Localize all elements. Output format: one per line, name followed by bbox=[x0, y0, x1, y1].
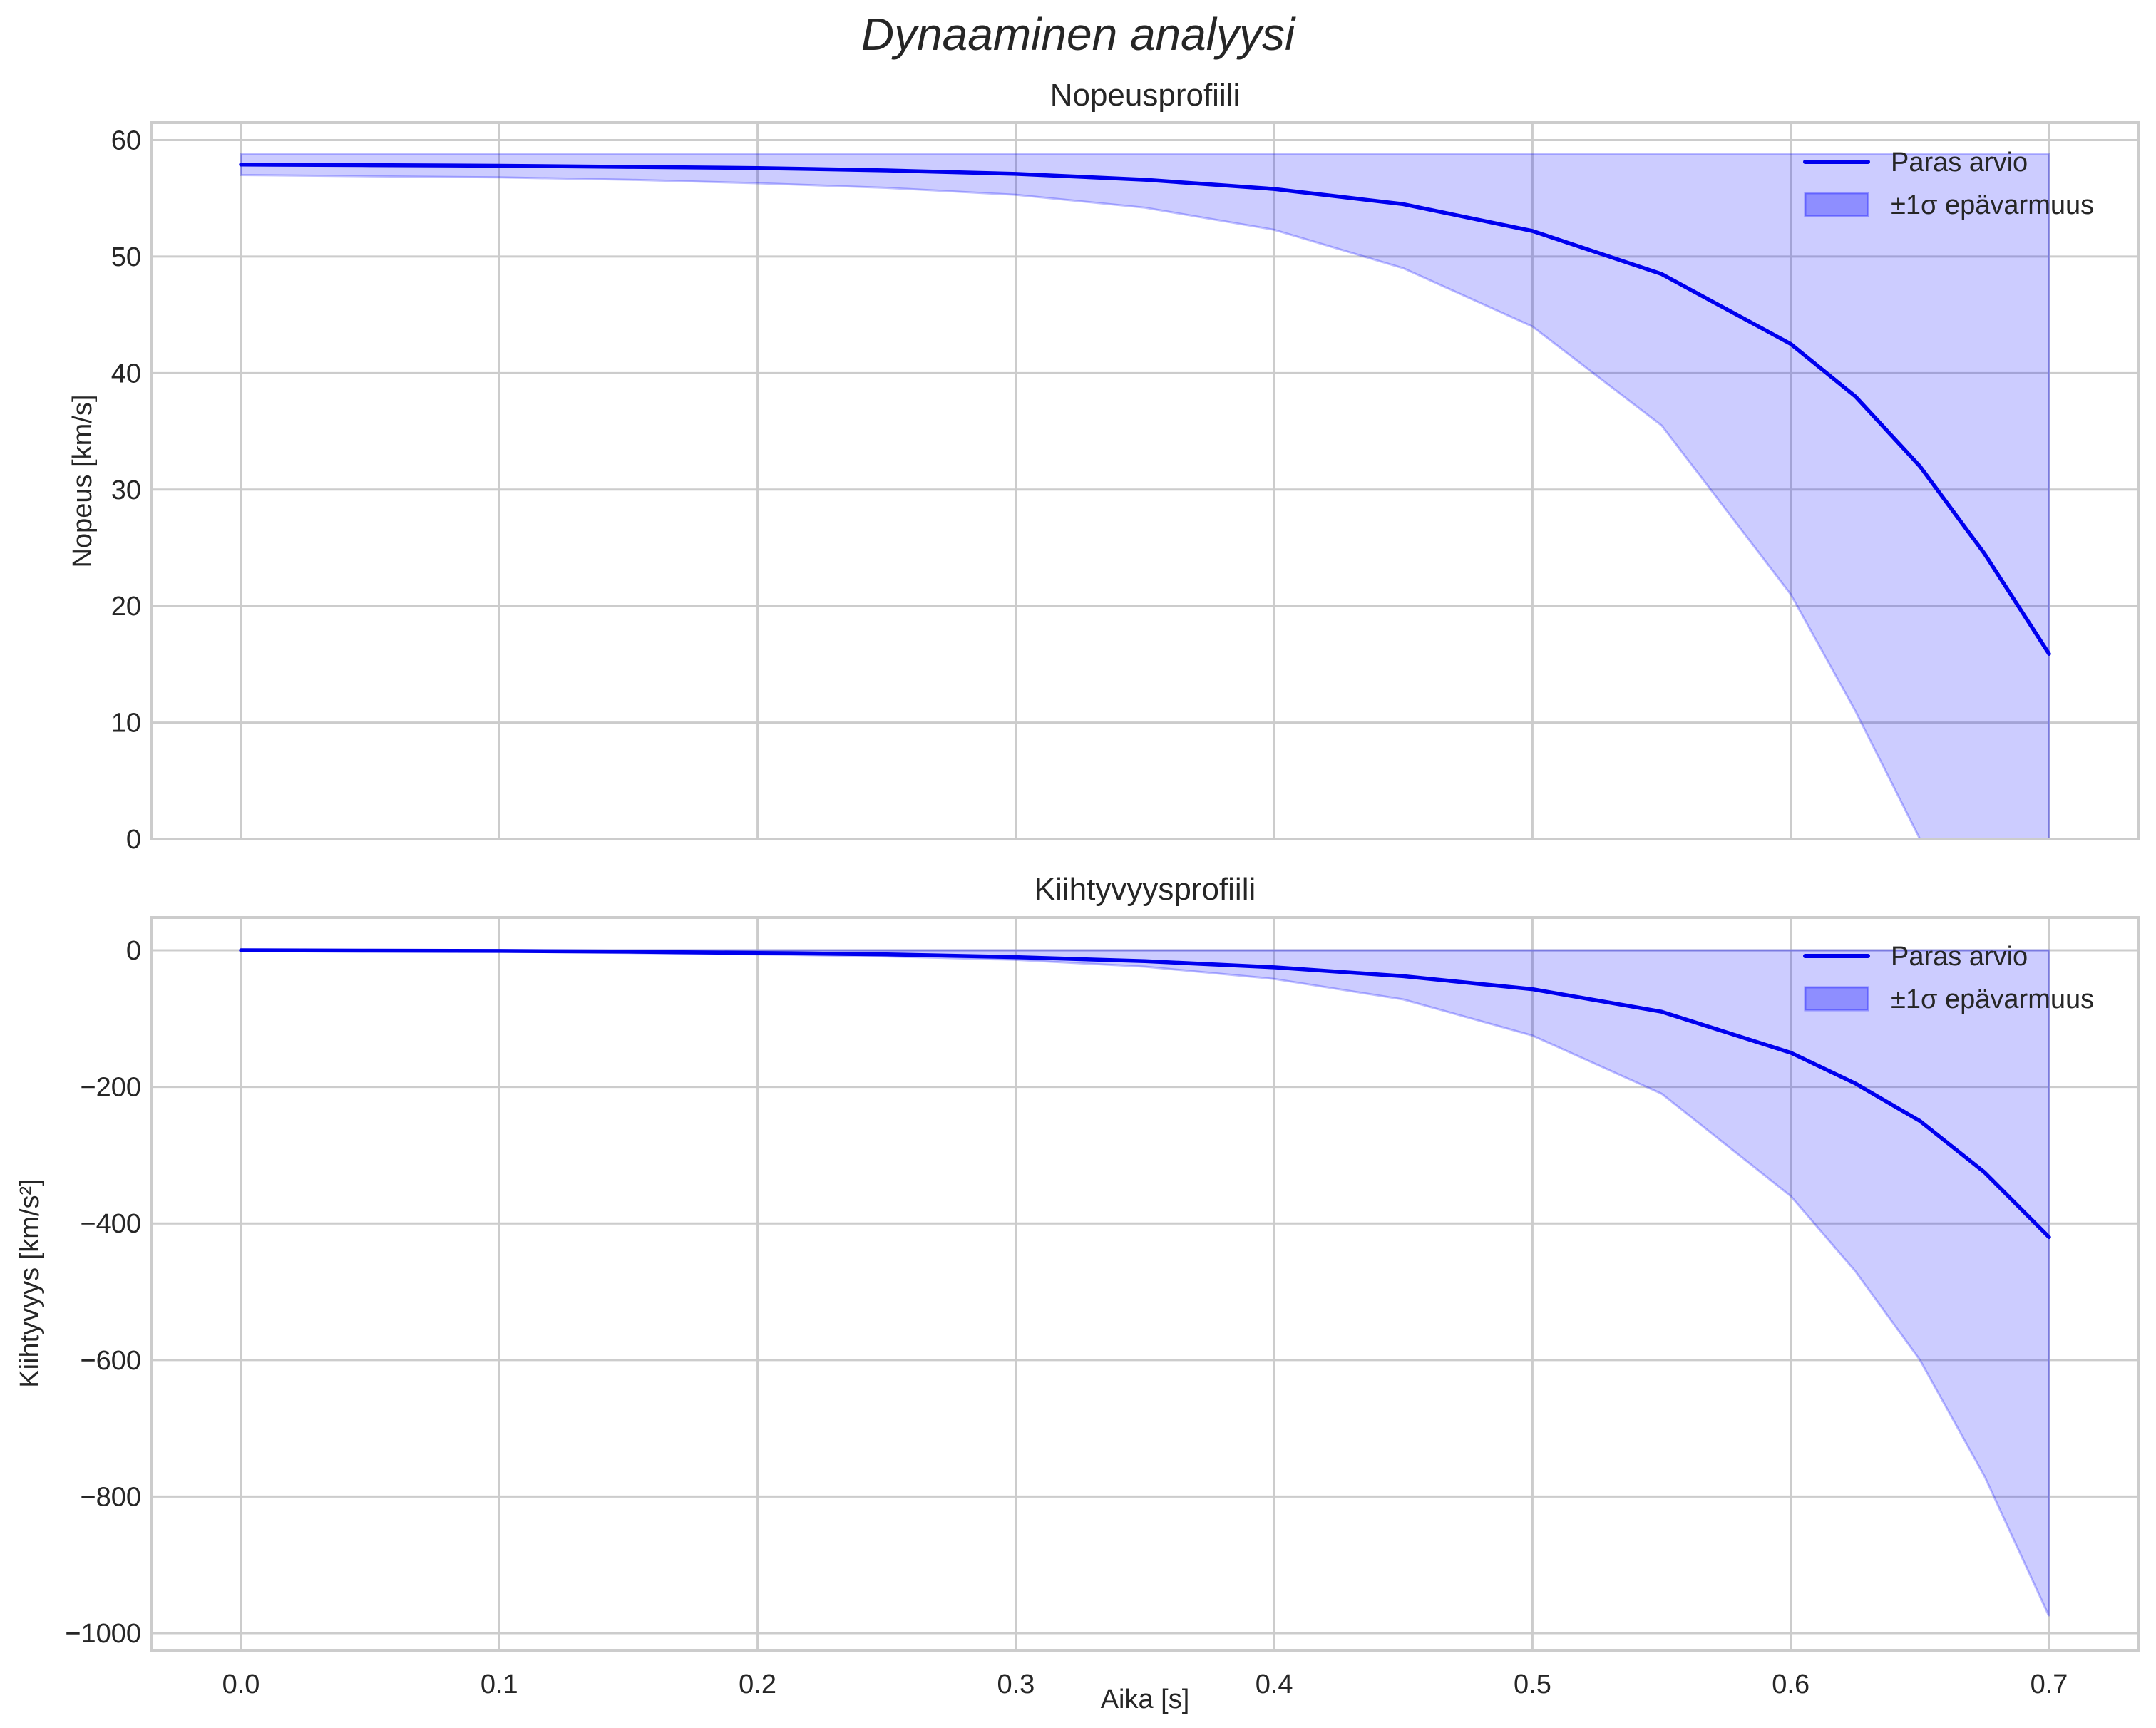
y-tick-label: −400 bbox=[80, 1209, 141, 1239]
legend-label-uncertainty: ±1σ epävarmuus bbox=[1891, 190, 2094, 220]
velocity-subplot-title: Nopeusprofiili bbox=[1050, 78, 1241, 113]
velocity-legend: Paras arvio ±1σ epävarmuus bbox=[1803, 148, 2094, 220]
y-tick-label: 30 bbox=[111, 475, 141, 505]
velocity-best-estimate-line bbox=[239, 163, 2051, 656]
velocity-subplot: Nopeusprofiili 0 10 20 30 40 50 60 Nopeus [km/… bbox=[68, 78, 2140, 855]
y-tick-label: −600 bbox=[80, 1346, 141, 1376]
legend-label-uncertainty: ±1σ epävarmuus bbox=[1891, 984, 2094, 1014]
y-tick-label: 40 bbox=[111, 359, 141, 389]
acceleration-y-label: Kiihtyvyys [km/s²] bbox=[15, 1178, 45, 1387]
acceleration-legend: Paras arvio ±1σ epävarmuus bbox=[1803, 942, 2094, 1014]
acceleration-x-ticks: 0.0 0.1 0.2 0.3 0.4 0.5 0.6 0.7 bbox=[222, 1670, 2068, 1699]
x-axis-label: Aika [s] bbox=[1101, 1685, 1190, 1714]
y-tick-label: −200 bbox=[80, 1073, 141, 1103]
velocity-y-ticks: 0 10 20 30 40 50 60 bbox=[111, 126, 141, 855]
x-tick-label: 0.0 bbox=[222, 1670, 260, 1699]
y-tick-label: 0 bbox=[126, 825, 141, 855]
acceleration-subplot: Kiihtyvyysprofiili 0 −200 −400 −600 −800 −100… bbox=[15, 872, 2140, 1714]
velocity-axes-frame bbox=[150, 121, 2140, 840]
y-tick-label: −1000 bbox=[65, 1619, 141, 1649]
x-tick-label: 0.2 bbox=[739, 1670, 776, 1699]
y-tick-label: 50 bbox=[111, 242, 141, 272]
acceleration-y-ticks: 0 −200 −400 −600 −800 −1000 bbox=[65, 936, 141, 1649]
y-tick-label: 0 bbox=[126, 936, 141, 966]
y-tick-label: −800 bbox=[80, 1482, 141, 1512]
acceleration-axes-frame bbox=[150, 916, 2140, 1652]
velocity-y-label: Nopeus [km/s] bbox=[68, 395, 98, 568]
figure-title: Dynaaminen analyysi bbox=[861, 9, 1296, 60]
legend-label-best-estimate: Paras arvio bbox=[1891, 148, 2028, 178]
legend-band-swatch-icon bbox=[1804, 192, 1869, 217]
legend-label-best-estimate: Paras arvio bbox=[1891, 942, 2028, 972]
legend-band-swatch-icon bbox=[1804, 986, 1869, 1012]
x-tick-label: 0.6 bbox=[1772, 1670, 1809, 1699]
velocity-gridlines bbox=[151, 123, 2139, 840]
acceleration-gridlines bbox=[151, 917, 2139, 1650]
x-tick-label: 0.3 bbox=[997, 1670, 1035, 1699]
y-tick-label: 20 bbox=[111, 592, 141, 622]
y-tick-label: 10 bbox=[111, 709, 141, 739]
x-tick-label: 0.4 bbox=[1256, 1670, 1293, 1699]
acceleration-uncertainty-band bbox=[240, 949, 2050, 1617]
acceleration-subplot-title: Kiihtyvyysprofiili bbox=[1035, 872, 1256, 907]
y-tick-label: 60 bbox=[111, 126, 141, 156]
acceleration-best-estimate-line bbox=[239, 948, 2051, 1240]
x-tick-label: 0.1 bbox=[481, 1670, 518, 1699]
x-tick-label: 0.7 bbox=[2031, 1670, 2068, 1699]
x-tick-label: 0.5 bbox=[1514, 1670, 1551, 1699]
